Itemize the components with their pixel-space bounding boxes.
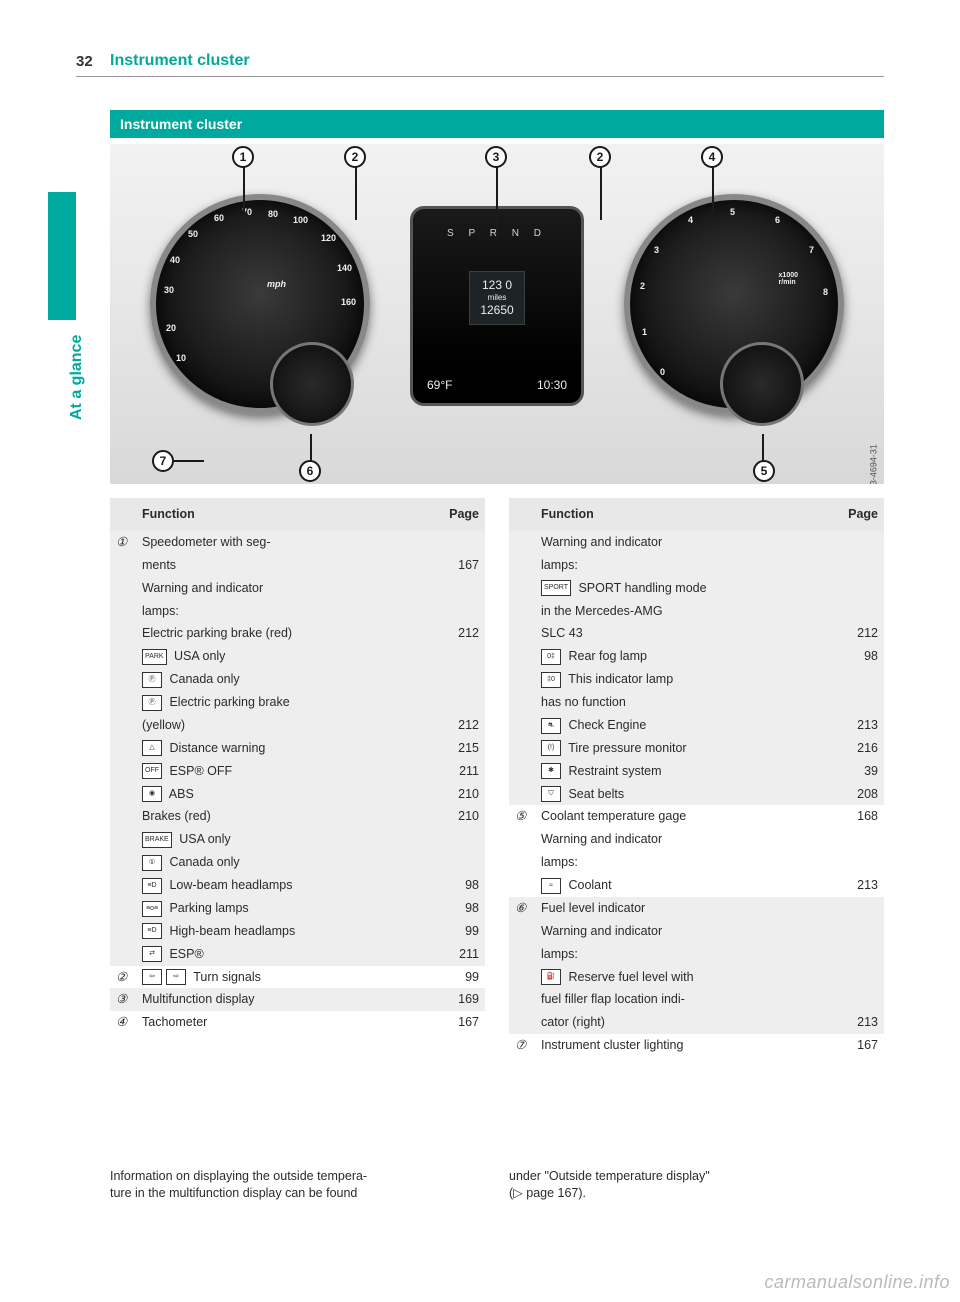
speed-unit: mph bbox=[267, 278, 286, 290]
footer-note: Information on displaying the outside te… bbox=[110, 1168, 884, 1202]
outside-temp: 69°F bbox=[427, 377, 452, 393]
tacho-tick: 7 bbox=[809, 244, 814, 256]
speed-tick: 160 bbox=[341, 296, 356, 308]
speed-tick: 140 bbox=[337, 262, 352, 274]
page-title: Instrument cluster bbox=[110, 50, 250, 72]
speed-tick: 10 bbox=[176, 352, 186, 364]
section-bar: Instrument cluster bbox=[110, 110, 884, 138]
callout-5: 5 bbox=[753, 460, 775, 482]
speed-tick: 120 bbox=[321, 232, 336, 244]
callout-6: 6 bbox=[299, 460, 321, 482]
tacho-tick: 6 bbox=[775, 214, 780, 226]
callout-3: 3 bbox=[485, 146, 507, 168]
footer-right: under "Outside temperature display" (▷ p… bbox=[509, 1168, 884, 1202]
callout-1: 1 bbox=[232, 146, 254, 168]
tacho-tick: 5 bbox=[730, 206, 735, 218]
callout-7: 7 bbox=[152, 450, 174, 472]
callout-line bbox=[355, 164, 357, 220]
function-table: Function Page Warning and indicatorlamps… bbox=[509, 498, 884, 1057]
speed-tick: 80 bbox=[268, 208, 278, 220]
function-table: Function Page ①Speedometer with seg-ment… bbox=[110, 498, 485, 1034]
page: 32 Instrument cluster Instrument cluster… bbox=[0, 0, 960, 1302]
speed-tick: 60 bbox=[214, 212, 224, 224]
odometer: 123 0 miles 12650 bbox=[469, 271, 524, 325]
watermark: carmanualsonline.info bbox=[764, 1270, 950, 1294]
function-tables: Function Page ①Speedometer with seg-ment… bbox=[110, 498, 884, 1057]
side-tab bbox=[48, 192, 76, 320]
fuel-gauge bbox=[270, 342, 354, 426]
col-function: Function bbox=[136, 498, 441, 531]
instrument-cluster-figure: 1 2 3 2 4 10 20 30 40 50 60 70 80 100 12… bbox=[110, 144, 884, 484]
tacho-tick: 2 bbox=[640, 280, 645, 292]
table-left: Function Page ①Speedometer with seg-ment… bbox=[110, 498, 485, 1057]
callout-4: 4 bbox=[701, 146, 723, 168]
side-label: At a glance bbox=[66, 335, 88, 420]
col-page: Page bbox=[441, 498, 485, 531]
callout-2b: 2 bbox=[589, 146, 611, 168]
callout-line bbox=[243, 164, 245, 220]
odo-trip: 123 0 bbox=[480, 278, 513, 293]
footer-left: Information on displaying the outside te… bbox=[110, 1168, 485, 1202]
speed-tick: 20 bbox=[166, 322, 176, 334]
tacho-tick: 8 bbox=[823, 286, 828, 298]
callout-line bbox=[496, 164, 498, 238]
header-rule bbox=[76, 76, 884, 77]
tacho-tick: 0 bbox=[660, 366, 665, 378]
speed-tick: 30 bbox=[164, 284, 174, 296]
callout-2: 2 bbox=[344, 146, 366, 168]
speed-tick: 40 bbox=[170, 254, 180, 266]
col-page: Page bbox=[840, 498, 884, 531]
odo-unit: miles bbox=[480, 293, 513, 303]
speed-tick: 50 bbox=[188, 228, 198, 240]
callout-line bbox=[600, 164, 602, 220]
col-function: Function bbox=[535, 498, 840, 531]
tacho-unit: x1000 r/min bbox=[779, 272, 798, 286]
tacho-tick: 3 bbox=[654, 244, 659, 256]
coolant-gauge bbox=[720, 342, 804, 426]
callout-line bbox=[174, 460, 204, 462]
tacho-tick: 1 bbox=[642, 326, 647, 338]
callout-line bbox=[712, 164, 714, 220]
speed-tick: 100 bbox=[293, 214, 308, 226]
odo-total: 12650 bbox=[480, 303, 513, 318]
page-number: 32 bbox=[76, 52, 93, 72]
tacho-tick: 4 bbox=[688, 214, 693, 226]
figure-ref: P54.33-4694-31 bbox=[868, 444, 880, 484]
clock: 10:30 bbox=[537, 377, 567, 393]
table-right: Function Page Warning and indicatorlamps… bbox=[509, 498, 884, 1057]
